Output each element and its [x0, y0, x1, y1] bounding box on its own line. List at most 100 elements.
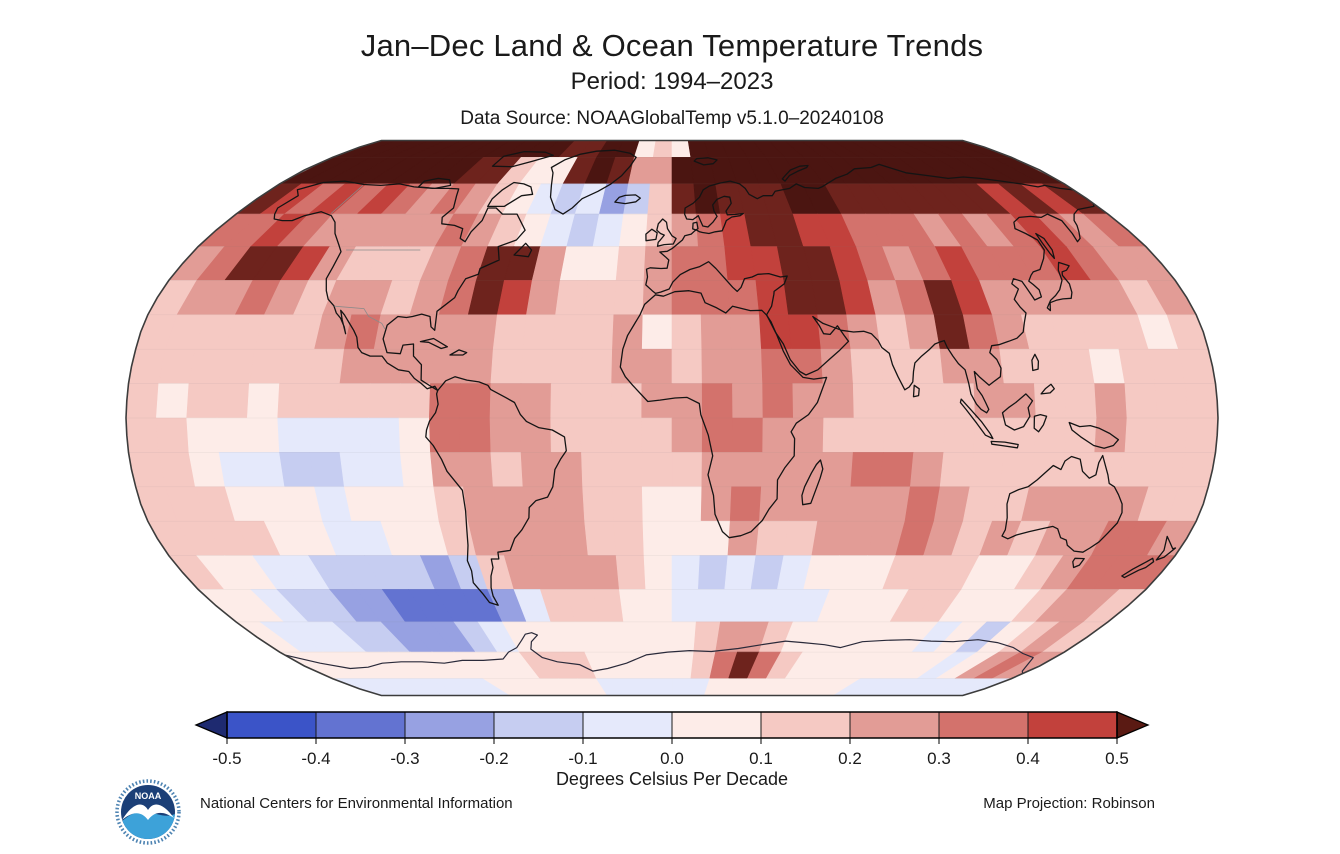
grid-cell [490, 452, 524, 488]
grid-cell [337, 417, 371, 453]
grid-cell [671, 383, 703, 419]
country-borders [330, 185, 421, 330]
grid-cell [784, 678, 824, 696]
grid-cell [582, 314, 615, 350]
grid-cell [403, 486, 440, 522]
grid-cell [155, 383, 190, 419]
grid-cell [339, 348, 375, 384]
grid-cell [641, 486, 673, 522]
grid-cell [973, 383, 1007, 419]
grid-cell [489, 417, 522, 453]
colorbar-segment [315, 711, 406, 739]
grid-cell [370, 678, 430, 696]
grid-cell [399, 452, 435, 488]
grid-cell [762, 383, 794, 419]
grid-cell [307, 383, 341, 419]
grid-cell [463, 678, 512, 696]
colorbar-tick-label: 0.3 [927, 749, 951, 768]
grid-cell [652, 678, 673, 696]
grid-cell [587, 555, 620, 590]
grid-cell [615, 555, 647, 590]
grid-cell [727, 280, 760, 316]
colorbar-units-label: Degrees Celsius Per Decade [555, 769, 789, 789]
grid-cell [246, 417, 280, 453]
grid-cell [1184, 417, 1218, 453]
grid-cell [875, 486, 911, 522]
grid-cell [852, 417, 885, 453]
grid-cell [463, 486, 498, 522]
grid-cell [155, 417, 190, 453]
colorbar-segment [760, 711, 851, 739]
grid-cell [399, 348, 435, 384]
colorbar-segment [493, 711, 584, 739]
grid-cell [909, 452, 945, 488]
grid-cell [550, 348, 583, 384]
grid-cell [641, 417, 673, 453]
grid-cell [724, 555, 757, 590]
grid-cell [492, 486, 527, 522]
grid-cell [580, 417, 612, 453]
grid-cell [558, 678, 592, 696]
grid-cell [822, 383, 855, 419]
grid-cell [246, 383, 280, 419]
grid-cell [699, 280, 731, 316]
grid-cell [641, 348, 673, 384]
grid-cell [850, 452, 884, 488]
grid-cell [520, 678, 560, 696]
colorbar-tick-label: 0.5 [1105, 749, 1129, 768]
grid-cell [126, 383, 160, 419]
grid-cell [731, 452, 763, 488]
grid-cell [460, 452, 494, 488]
grid-cell [550, 383, 582, 419]
grid-cell [701, 417, 734, 453]
grid-cell [729, 314, 762, 350]
grid-cell [489, 383, 522, 419]
grid-cell [732, 417, 764, 453]
colorbar-segment [1027, 711, 1118, 739]
grid-cell [755, 520, 789, 556]
grid-cell [218, 452, 256, 488]
grid-cell [309, 452, 345, 488]
grid-cell [973, 417, 1007, 453]
grid-cell [729, 486, 762, 522]
grid-cell [277, 383, 311, 419]
grid-cell [816, 678, 862, 696]
grid-cell [671, 183, 697, 215]
grid-cell [943, 417, 976, 453]
grid-cell [615, 678, 641, 696]
grid-cell [832, 678, 881, 696]
grid-cell [555, 520, 589, 556]
grid-cell [999, 348, 1035, 384]
grid-cell [671, 246, 701, 281]
grid-cell [695, 213, 726, 247]
grid-cell [490, 348, 524, 384]
grid-cell [277, 417, 311, 453]
grid-cell [216, 417, 250, 453]
grid-cell [279, 452, 315, 488]
grid-cell [969, 452, 1005, 488]
colorbar-tick-label: 0.2 [838, 749, 862, 768]
grid-cell [501, 678, 544, 696]
grid-cell [1124, 383, 1158, 419]
grid-cell [633, 678, 657, 696]
grid-cell [701, 348, 733, 384]
grid-cell [736, 678, 767, 696]
grid-cell [848, 678, 899, 696]
grid-cell [865, 678, 918, 696]
grid-cell [398, 383, 431, 419]
grid-cell [550, 452, 583, 488]
grid-cell [732, 383, 764, 419]
grid-cell [408, 678, 463, 696]
grid-cell [612, 314, 644, 350]
colorbar-segment [671, 711, 762, 739]
grid-cell [800, 678, 843, 696]
grid-cell [368, 417, 401, 453]
noaa-logo-ring-text [115, 779, 181, 845]
grid-cell [943, 383, 976, 419]
grid-cell [939, 452, 975, 488]
grid-cell [731, 348, 763, 384]
grid-cell [463, 314, 498, 350]
grid-cell [552, 314, 585, 350]
map-outline [125, 139, 1219, 697]
